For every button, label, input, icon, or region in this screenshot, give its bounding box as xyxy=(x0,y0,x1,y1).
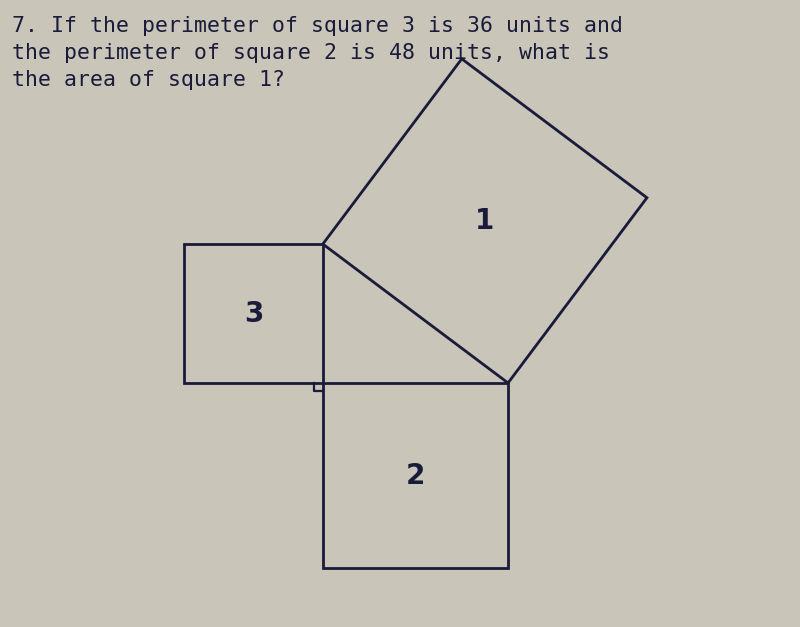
Polygon shape xyxy=(323,383,508,568)
Text: 2: 2 xyxy=(406,461,425,490)
Text: 3: 3 xyxy=(244,300,263,327)
Text: 7. If the perimeter of square 3 is 36 units and
the perimeter of square 2 is 48 : 7. If the perimeter of square 3 is 36 un… xyxy=(12,16,623,90)
Polygon shape xyxy=(323,59,647,383)
Polygon shape xyxy=(184,244,323,383)
Text: 1: 1 xyxy=(475,207,494,235)
